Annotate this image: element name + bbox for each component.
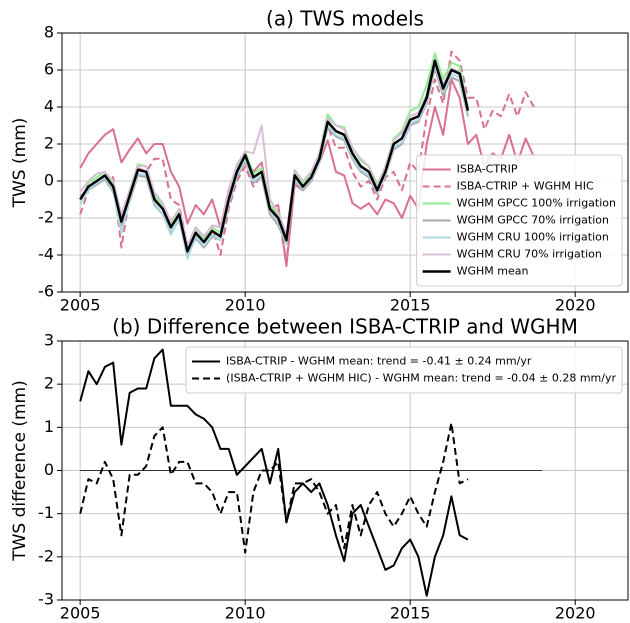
legend-label: WGHM GPCC 100% irrigation — [457, 197, 616, 210]
legend: ISBA-CTRIP ISBA-CTRIP + WGHM HIC WGHM GPCC… — [416, 154, 623, 287]
series-line — [79, 422, 469, 554]
legend-label: ISBA-CTRIP - WGHM mean: trend = -0.41 ± … — [226, 355, 532, 368]
y-tick-label: -3 — [38, 590, 54, 609]
legend-label: (ISBA-CTRIP + WGHM HIC) - WGHM mean: tre… — [226, 372, 616, 385]
panel: (b) Difference between ISBA-CTRIP and WG… — [10, 315, 629, 623]
series-line — [79, 57, 469, 247]
y-tick-label: 0 — [44, 171, 54, 190]
series-line — [79, 63, 469, 260]
x-tick-label: 2020 — [555, 296, 596, 315]
y-axis-label: TWS difference (mm) — [10, 380, 30, 562]
y-tick-label: 1 — [44, 417, 54, 436]
y-tick-label: -6 — [38, 282, 54, 301]
chart-title: (a) TWS models — [266, 7, 424, 31]
legend-label: WGHM mean — [457, 265, 529, 278]
legend-frame — [185, 346, 623, 394]
y-tick-label: -2 — [38, 208, 54, 227]
y-tick-label: 8 — [44, 23, 54, 42]
x-tick-label: 2020 — [555, 604, 596, 620]
y-tick-label: -4 — [38, 245, 54, 264]
legend-label: WGHM CRU 100% irrigation — [457, 231, 609, 244]
legend-label: WGHM CRU 70% irrigation — [457, 248, 602, 261]
plot-frame — [61, 340, 629, 601]
x-tick-label: 2015 — [390, 296, 431, 315]
legend-label: ISBA-CTRIP + WGHM HIC — [457, 180, 594, 193]
y-tick-label: 2 — [44, 374, 54, 393]
panel: (a) TWS models TWS (mm) -6 -4 -2 0 2 4 6 8 2005 201… — [10, 7, 629, 315]
legend-label: WGHM GPCC 70% irrigation — [457, 214, 609, 227]
legend-label: ISBA-CTRIP — [457, 163, 518, 176]
legend: ISBA-CTRIP - WGHM mean: trend = -0.41 ± … — [185, 346, 623, 394]
y-axis-label: TWS (mm) — [10, 118, 30, 209]
y-tick-label: 3 — [44, 331, 54, 350]
series-line — [79, 59, 470, 253]
y-tick-label: -2 — [38, 546, 54, 565]
x-tick-label: 2005 — [60, 604, 101, 620]
y-tick-label: -1 — [38, 503, 54, 522]
y-tick-label: 0 — [44, 460, 54, 479]
plot-frame — [61, 32, 629, 293]
chart-title: (b) Difference between ISBA-CTRIP and WG… — [112, 315, 578, 339]
x-tick-label: 2010 — [225, 296, 266, 315]
x-tick-label: 2010 — [225, 604, 266, 620]
y-tick-label: 2 — [44, 134, 54, 153]
y-tick-label: 6 — [44, 60, 54, 79]
x-tick-label: 2005 — [60, 296, 101, 315]
legend-frame — [416, 154, 623, 287]
y-tick-label: 4 — [44, 97, 54, 116]
x-tick-label: 2015 — [390, 604, 431, 620]
